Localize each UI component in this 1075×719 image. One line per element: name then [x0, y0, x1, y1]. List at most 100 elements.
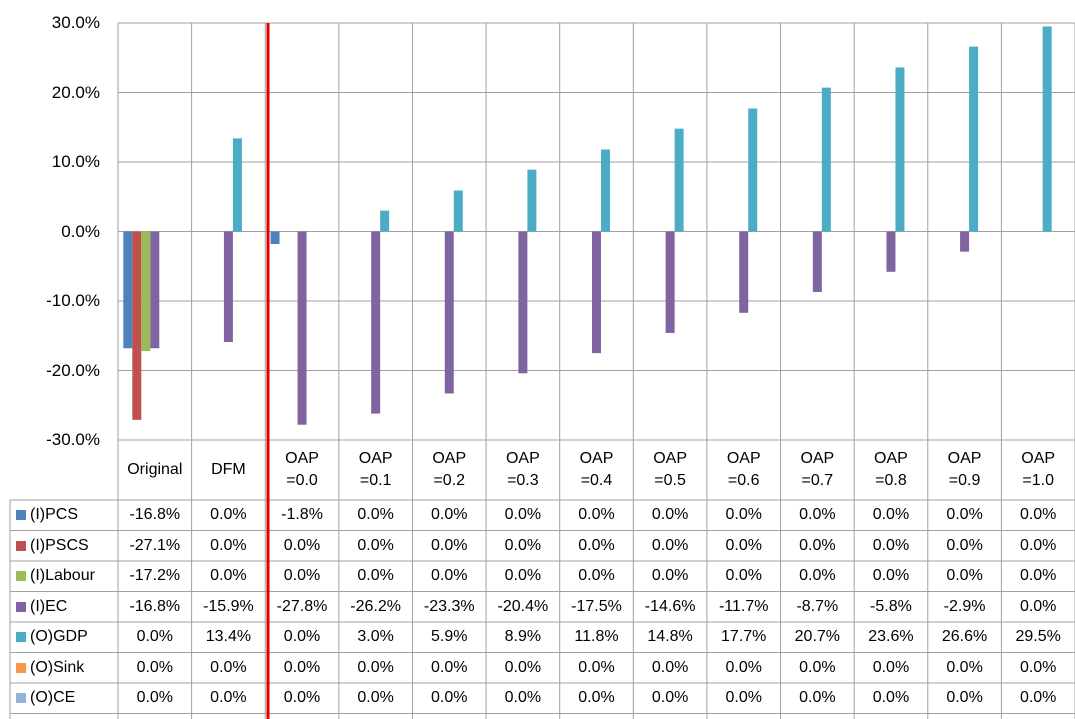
table-value: 0.0%	[1019, 658, 1057, 676]
bar	[380, 210, 390, 232]
bar	[748, 108, 758, 232]
x-tick-label: OAP =1.0	[1021, 450, 1056, 489]
bar	[739, 231, 749, 313]
table-value: 20.7%	[794, 628, 841, 646]
legend-entry: (O)GDP	[10, 622, 118, 653]
table-value: 0.0%	[799, 658, 836, 676]
table-value: -8.7%	[796, 597, 839, 615]
table-value: 0.0%	[946, 567, 983, 585]
table-value: -14.6%	[644, 597, 696, 615]
bar	[812, 231, 822, 292]
table-value: 0.0%	[431, 567, 468, 585]
y-tick-label: 0.0%	[61, 221, 100, 241]
bar	[895, 67, 905, 232]
table-value: -17.5%	[571, 597, 622, 615]
table-value: 0.0%	[725, 567, 762, 585]
y-tick-label: -20.0%	[46, 360, 100, 380]
bar	[132, 231, 142, 420]
table-value: 0.0%	[799, 567, 836, 585]
bar	[969, 46, 979, 232]
legend-entry: (O)CE	[10, 683, 118, 714]
table-value: 0.0%	[946, 536, 983, 554]
y-tick-label: 30.0%	[51, 13, 100, 32]
x-tick-label: OAP =0.3	[505, 450, 540, 489]
table-value: 0.0%	[578, 536, 615, 554]
bar	[821, 87, 831, 232]
legend-label: (O)CE	[30, 689, 76, 707]
table-value: 0.0%	[872, 658, 910, 676]
bar	[270, 231, 280, 245]
table-value: 0.0%	[872, 506, 910, 524]
table-value: 0.0%	[136, 628, 174, 646]
table-value: 0.0%	[504, 506, 542, 524]
table-value: -1.8%	[281, 506, 323, 524]
x-tick-label: OAP =0.8	[874, 450, 908, 489]
x-tick-label: OAP =0.1	[358, 450, 393, 489]
table-value: 0.0%	[431, 506, 468, 524]
table-value: 0.0%	[210, 506, 247, 524]
table-value: 0.0%	[651, 658, 689, 676]
bar	[601, 149, 610, 232]
table-value: 0.0%	[357, 536, 394, 554]
x-tick-label: OAP =0.9	[947, 450, 982, 489]
table-value: 8.9%	[504, 628, 542, 646]
table-value: -27.8%	[276, 597, 328, 615]
x-tick-label: OAP =0.5	[653, 450, 687, 489]
table-value: 0.0%	[210, 536, 247, 554]
table-value: -26.2%	[350, 597, 401, 615]
table-value: 0.0%	[946, 658, 983, 676]
table-value: 0.0%	[357, 567, 394, 585]
table-value: 0.0%	[725, 658, 762, 676]
table-value: -16.8%	[129, 597, 181, 615]
table-value: 0.0%	[504, 567, 542, 585]
y-tick-label: -10.0%	[46, 291, 100, 310]
legend-label: (I)Labour	[30, 567, 95, 585]
x-tick-label: OAP =0.4	[579, 450, 614, 489]
bar	[674, 128, 684, 232]
table-value: 0.0%	[578, 658, 615, 676]
table-value: 0.0%	[210, 689, 247, 707]
table-value: 0.0%	[431, 536, 468, 554]
table-value: 0.0%	[946, 506, 983, 524]
bar	[592, 231, 601, 354]
table-value: 0.0%	[1019, 506, 1057, 524]
legend-entry: (I)Labour	[10, 561, 118, 592]
table-value: 0.0%	[725, 536, 762, 554]
legend-entry: (O)Sink	[10, 653, 118, 684]
legend-entry: (I)PCS	[10, 500, 118, 531]
table-value: 0.0%	[357, 506, 394, 524]
table-value: -11.7%	[718, 597, 769, 615]
table-value: 0.0%	[136, 689, 174, 707]
y-tick-label: 20.0%	[51, 82, 100, 102]
table-value: 23.6%	[868, 628, 914, 646]
table-value: 0.0%	[431, 658, 468, 676]
table-value: 0.0%	[283, 658, 321, 676]
table-value: 17.7%	[721, 628, 767, 646]
bar	[297, 231, 307, 425]
legend-label: (I)EC	[30, 597, 68, 615]
legend-label: (O)GDP	[30, 628, 88, 646]
bar	[123, 231, 133, 349]
legend-label: (I)PSCS	[30, 536, 89, 554]
table-value: 0.0%	[283, 689, 321, 707]
legend-swatch	[16, 693, 26, 704]
bar	[1042, 26, 1052, 232]
table-value: 13.4%	[205, 628, 252, 646]
legend-swatch	[16, 540, 26, 551]
y-tick-label: -30.0%	[46, 430, 100, 449]
table-value: 0.0%	[1019, 567, 1057, 585]
legend-entry: (I)PSCS	[10, 531, 118, 562]
table-value: -23.3%	[423, 597, 475, 615]
bar	[665, 231, 675, 333]
bar	[444, 231, 454, 394]
bar	[886, 231, 896, 272]
legend-label: (I)PCS	[30, 506, 78, 524]
table-value: 0.0%	[872, 689, 910, 707]
table-value: -27.1%	[129, 536, 181, 554]
table-value: 0.0%	[799, 689, 836, 707]
legend-swatch	[16, 662, 26, 673]
legend-swatch	[16, 571, 26, 582]
table-value: 0.0%	[1019, 536, 1057, 554]
legend-label: (O)Sink	[30, 658, 85, 676]
